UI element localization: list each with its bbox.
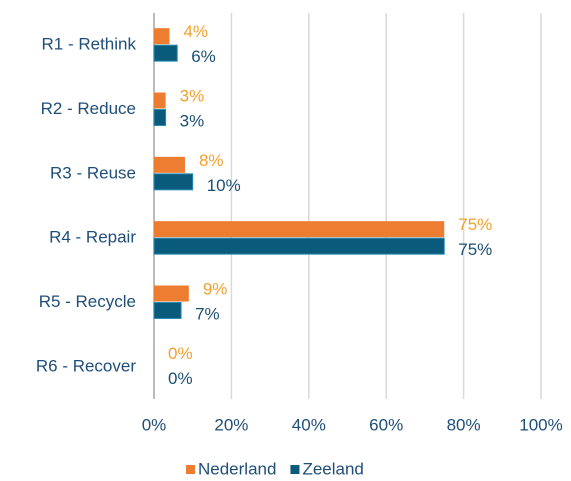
x-tick-label: 40% (292, 415, 326, 434)
value-label: 0% (168, 369, 193, 388)
bar (154, 221, 445, 238)
value-label: 75% (458, 215, 492, 234)
bar (153, 237, 445, 255)
value-label: 3% (180, 111, 205, 130)
y-tick-label: R6 - Recover (36, 356, 136, 375)
x-tick-label: 0% (142, 415, 167, 434)
value-label: 0% (168, 344, 193, 363)
legend-label: Nederland (198, 459, 276, 478)
value-label: 10% (207, 176, 241, 195)
bar (154, 92, 166, 109)
y-tick-label: R2 - Reduce (41, 99, 136, 118)
y-tick-label: R3 - Reuse (50, 163, 136, 182)
bar (153, 109, 167, 126)
x-tick-label: 20% (214, 415, 248, 434)
bar (154, 28, 170, 45)
value-label: 3% (180, 86, 205, 105)
legend-label: Zeeland (302, 459, 363, 478)
x-tick-label: 60% (369, 415, 403, 434)
y-tick-label: R4 - Repair (49, 228, 136, 247)
value-label: 75% (458, 240, 492, 259)
legend-swatch (186, 465, 195, 474)
bar (154, 285, 189, 302)
x-tick-label: 100% (519, 415, 562, 434)
bar (154, 156, 185, 173)
legend-swatch (290, 465, 300, 474)
value-label: 9% (203, 279, 228, 298)
bar (153, 173, 194, 191)
value-label: 6% (191, 47, 216, 66)
bar (153, 302, 182, 319)
y-tick-label: R5 - Recycle (39, 292, 136, 311)
value-label: 8% (199, 151, 224, 170)
value-label: 4% (183, 22, 208, 41)
y-tick-label: R1 - Rethink (42, 35, 137, 54)
bar (153, 44, 178, 62)
x-tick-label: 80% (447, 415, 481, 434)
value-label: 7% (195, 304, 220, 323)
